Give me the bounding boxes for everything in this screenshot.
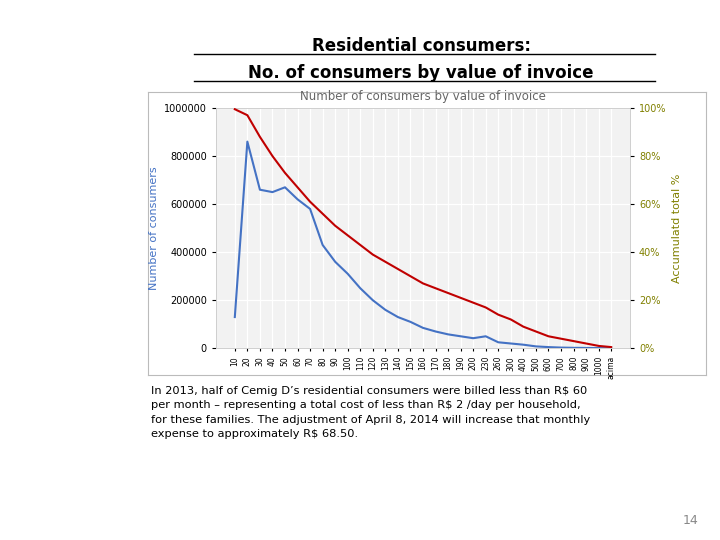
Text: 14: 14 bbox=[683, 514, 698, 526]
Text: No. of consumers by value of invoice: No. of consumers by value of invoice bbox=[248, 64, 594, 82]
Title: Number of consumers by value of invoice: Number of consumers by value of invoice bbox=[300, 90, 546, 103]
Text: In 2013, half of Cemig D’s residential consumers were billed less than R$ 60
per: In 2013, half of Cemig D’s residential c… bbox=[151, 386, 590, 440]
Y-axis label: Number of consumers: Number of consumers bbox=[148, 166, 158, 290]
Y-axis label: Accumulatd total %: Accumulatd total % bbox=[672, 173, 682, 283]
Text: Residential consumers:: Residential consumers: bbox=[312, 37, 531, 55]
